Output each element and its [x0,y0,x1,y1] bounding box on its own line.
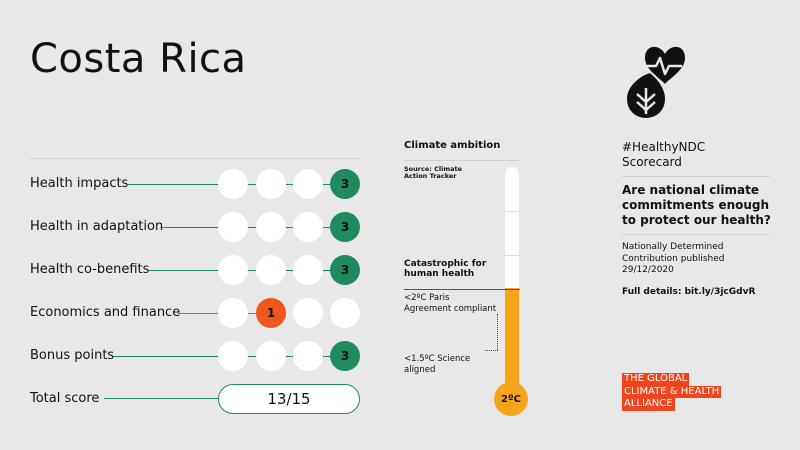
thermometer-fill [505,288,519,387]
details-link[interactable]: Full details: bit.ly/3jcGdvR [622,287,756,297]
score-row-label: Health in adaptation [30,219,164,234]
alliance-logo: THE GLOBAL CLIMATE & HEALTH ALLIANCE [622,373,722,411]
score-badge: 3 [330,255,360,285]
score-row-connector [178,313,256,314]
score-dot-empty [293,212,323,242]
published-line1: Nationally Determined [622,242,724,252]
score-dot-empty [256,212,286,242]
page-title: Costa Rica [30,36,247,82]
score-dot-empty [218,341,248,371]
question-text: Are national climate commitments enough … [622,183,771,227]
published-date: 29/12/2020 [622,265,674,276]
thermometer-tube [505,167,519,387]
score-dot-empty [218,255,248,285]
score-dot-empty [218,169,248,199]
total-score-label: Total score [30,391,100,406]
paris-agreement-label: <2ºC Paris Agreement compliant [404,293,497,314]
score-badge: 3 [330,212,360,242]
science-aligned-label: <1.5ºC Science aligned [404,354,471,375]
total-score-value: 13/15 [218,384,360,414]
scorecard-heading-line2: Scorecard [622,155,682,169]
score-badge: 3 [330,169,360,199]
scorecard-top-rule [30,158,360,159]
score-badge: 3 [330,341,360,371]
published-line2: Contribution published [622,253,725,264]
thermometer-tick [505,211,519,212]
alliance-line3: ALLIANCE [622,398,675,411]
source-note: Source: Climate Action Tracker [404,165,463,181]
side-rule [622,176,770,177]
catastrophic-threshold-line [404,289,520,290]
side-rule [622,234,770,235]
score-dot-empty [218,298,248,328]
score-dot-empty [293,255,323,285]
scorecard-heading: #HealthyNDC Scorecard [622,140,705,170]
climate-ambition-title: Climate ambition [404,140,501,151]
scorecard-heading-line1: #HealthyNDC [622,140,706,154]
score-dot-empty [293,341,323,371]
score-row-label: Bonus points [30,348,115,363]
score-badge: 1 [256,298,286,328]
score-dot-empty [330,298,360,328]
ambition-rule [404,160,520,161]
score-dot-empty [256,341,286,371]
score-dot-empty [293,298,323,328]
thermometer-bulb: 2ºC [494,382,528,416]
score-row-label: Health co-benefits [30,262,150,277]
published-info: Nationally Determined Contribution publi… [622,242,772,277]
alliance-line2: CLIMATE & HEALTH [622,385,722,398]
dotted-marker-vertical [497,314,498,350]
score-row-label: Economics and finance [30,305,181,320]
alliance-line1: THE GLOBAL [622,373,690,386]
total-connector [104,398,218,399]
thermometer-tick [505,255,519,256]
heart-leaf-icon [622,44,692,121]
score-row-label: Health impacts [30,176,129,191]
score-dot-empty [256,169,286,199]
score-dot-empty [256,255,286,285]
dotted-marker-horizontal [485,350,498,351]
score-dot-empty [293,169,323,199]
catastrophic-label: Catastrophic for human health [404,259,487,280]
score-dot-empty [218,212,248,242]
